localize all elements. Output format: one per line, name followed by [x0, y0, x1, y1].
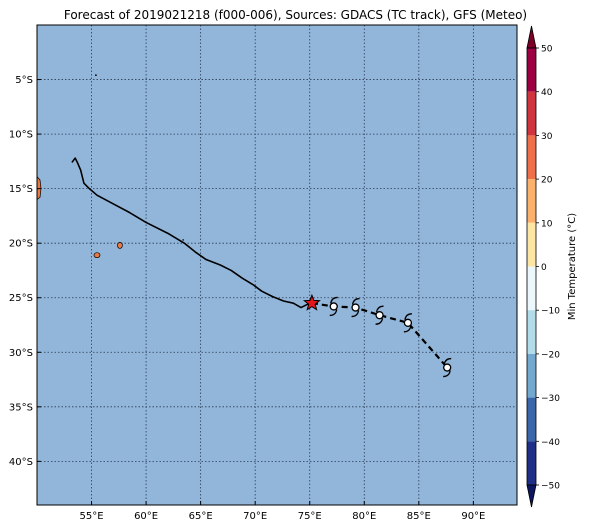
lon-tick-label: 70°E: [243, 511, 267, 522]
lon-tick-label: 80°E: [352, 511, 376, 522]
colorbar-band: [527, 135, 536, 180]
island-rodrigues: [182, 239, 184, 241]
lon-tick-label: 85°E: [407, 511, 431, 522]
colorbar-tick-label: 10: [541, 219, 553, 229]
island-seychelles: [95, 74, 97, 77]
colorbar-band: [527, 48, 536, 92]
colorbar-tick-label: −50: [541, 482, 560, 492]
cyclone-arm-bottom: [375, 318, 384, 325]
ocean-background: [37, 25, 517, 505]
colorbar-band: [527, 179, 536, 223]
track-past-line: [71, 157, 311, 309]
colorbar-tick-label: 20: [541, 176, 553, 186]
colorbar-tick-label: 40: [541, 88, 553, 98]
cyclone-eye: [375, 311, 384, 320]
cyclone-arm-bottom: [351, 310, 360, 318]
cyclone-symbol: [375, 305, 384, 325]
colorbar: 50 40 30 20 10 0 −10 −20 −30 −40 −50 Min Temperatur…: [526, 25, 578, 508]
colorbar-tick-label: −20: [541, 350, 560, 360]
colorbar-band: [527, 266, 536, 311]
colorbar-tick-label: 50: [541, 45, 553, 55]
colorbar-band: [527, 441, 536, 485]
cyclone-arm-bottom: [329, 309, 338, 317]
lat-tick-label: 30°S: [9, 348, 33, 359]
lat-tick-label: 20°S: [9, 239, 33, 250]
cyclone-eye: [329, 302, 338, 311]
cyclone-arm-top: [351, 297, 360, 305]
lat-tick-label: 5°S: [15, 75, 33, 86]
colorbar-band: [527, 397, 536, 442]
cyclone-arm-top: [443, 357, 452, 365]
map-title: Forecast of 2019021218 (f000-006), Sourc…: [63, 8, 528, 22]
cyclone-arm-top: [330, 296, 338, 304]
cyclone-eye: [351, 303, 360, 312]
cyclone-symbol: [443, 357, 452, 378]
colorbar-label: Min Temperature (°C): [567, 213, 578, 320]
colorbar-band: [527, 310, 536, 354]
lat-tick-label: 15°S: [9, 184, 33, 195]
cyclone-arm-bottom: [403, 325, 412, 333]
colorbar-extension-bottom: [526, 484, 537, 508]
lon-tick-label: 60°E: [134, 511, 158, 522]
cyclone-arm-top: [404, 313, 412, 320]
cyclone-symbol: [403, 313, 413, 333]
colorbar-tick-label: 0: [541, 263, 547, 273]
lon-tick-label: 75°E: [298, 511, 322, 522]
cyclone-arm-bottom: [443, 370, 451, 378]
colorbar-tick-label: −10: [541, 307, 560, 317]
colorbar-band: [527, 91, 536, 136]
lon-tick-label: 55°E: [80, 511, 104, 522]
cyclone-eye: [443, 363, 452, 372]
cyclone-eye: [403, 318, 413, 327]
lat-tick-label: 10°S: [9, 130, 33, 141]
lat-tick-label: 40°S: [9, 457, 33, 468]
island-mauritius: [117, 242, 123, 249]
colorbar-extension-top: [526, 25, 537, 49]
lon-tick-label: 65°E: [189, 511, 213, 522]
map-layer: 55°E 60°E 65°E 70°E 75°E 80°E 85°E 90°E 5°S 10°S 1…: [9, 24, 518, 522]
island-reunion: [93, 252, 101, 259]
cyclone-symbol: [351, 297, 360, 318]
map-frame: [36, 24, 518, 506]
colorbar-tick-label: 30: [541, 132, 553, 142]
cyclone-arm-top: [375, 305, 384, 313]
lat-tick-label: 25°S: [9, 293, 33, 304]
lat-tick-label: 35°S: [9, 402, 33, 413]
colorbar-tick-label: −40: [541, 438, 560, 448]
lon-tick-label: 90°E: [461, 511, 485, 522]
current-position-star: [302, 293, 321, 311]
colorbar-tick-label: −30: [541, 394, 560, 404]
colorbar-band: [527, 353, 536, 398]
cyclone-symbol: [329, 296, 338, 317]
colorbar-band: [527, 222, 536, 267]
